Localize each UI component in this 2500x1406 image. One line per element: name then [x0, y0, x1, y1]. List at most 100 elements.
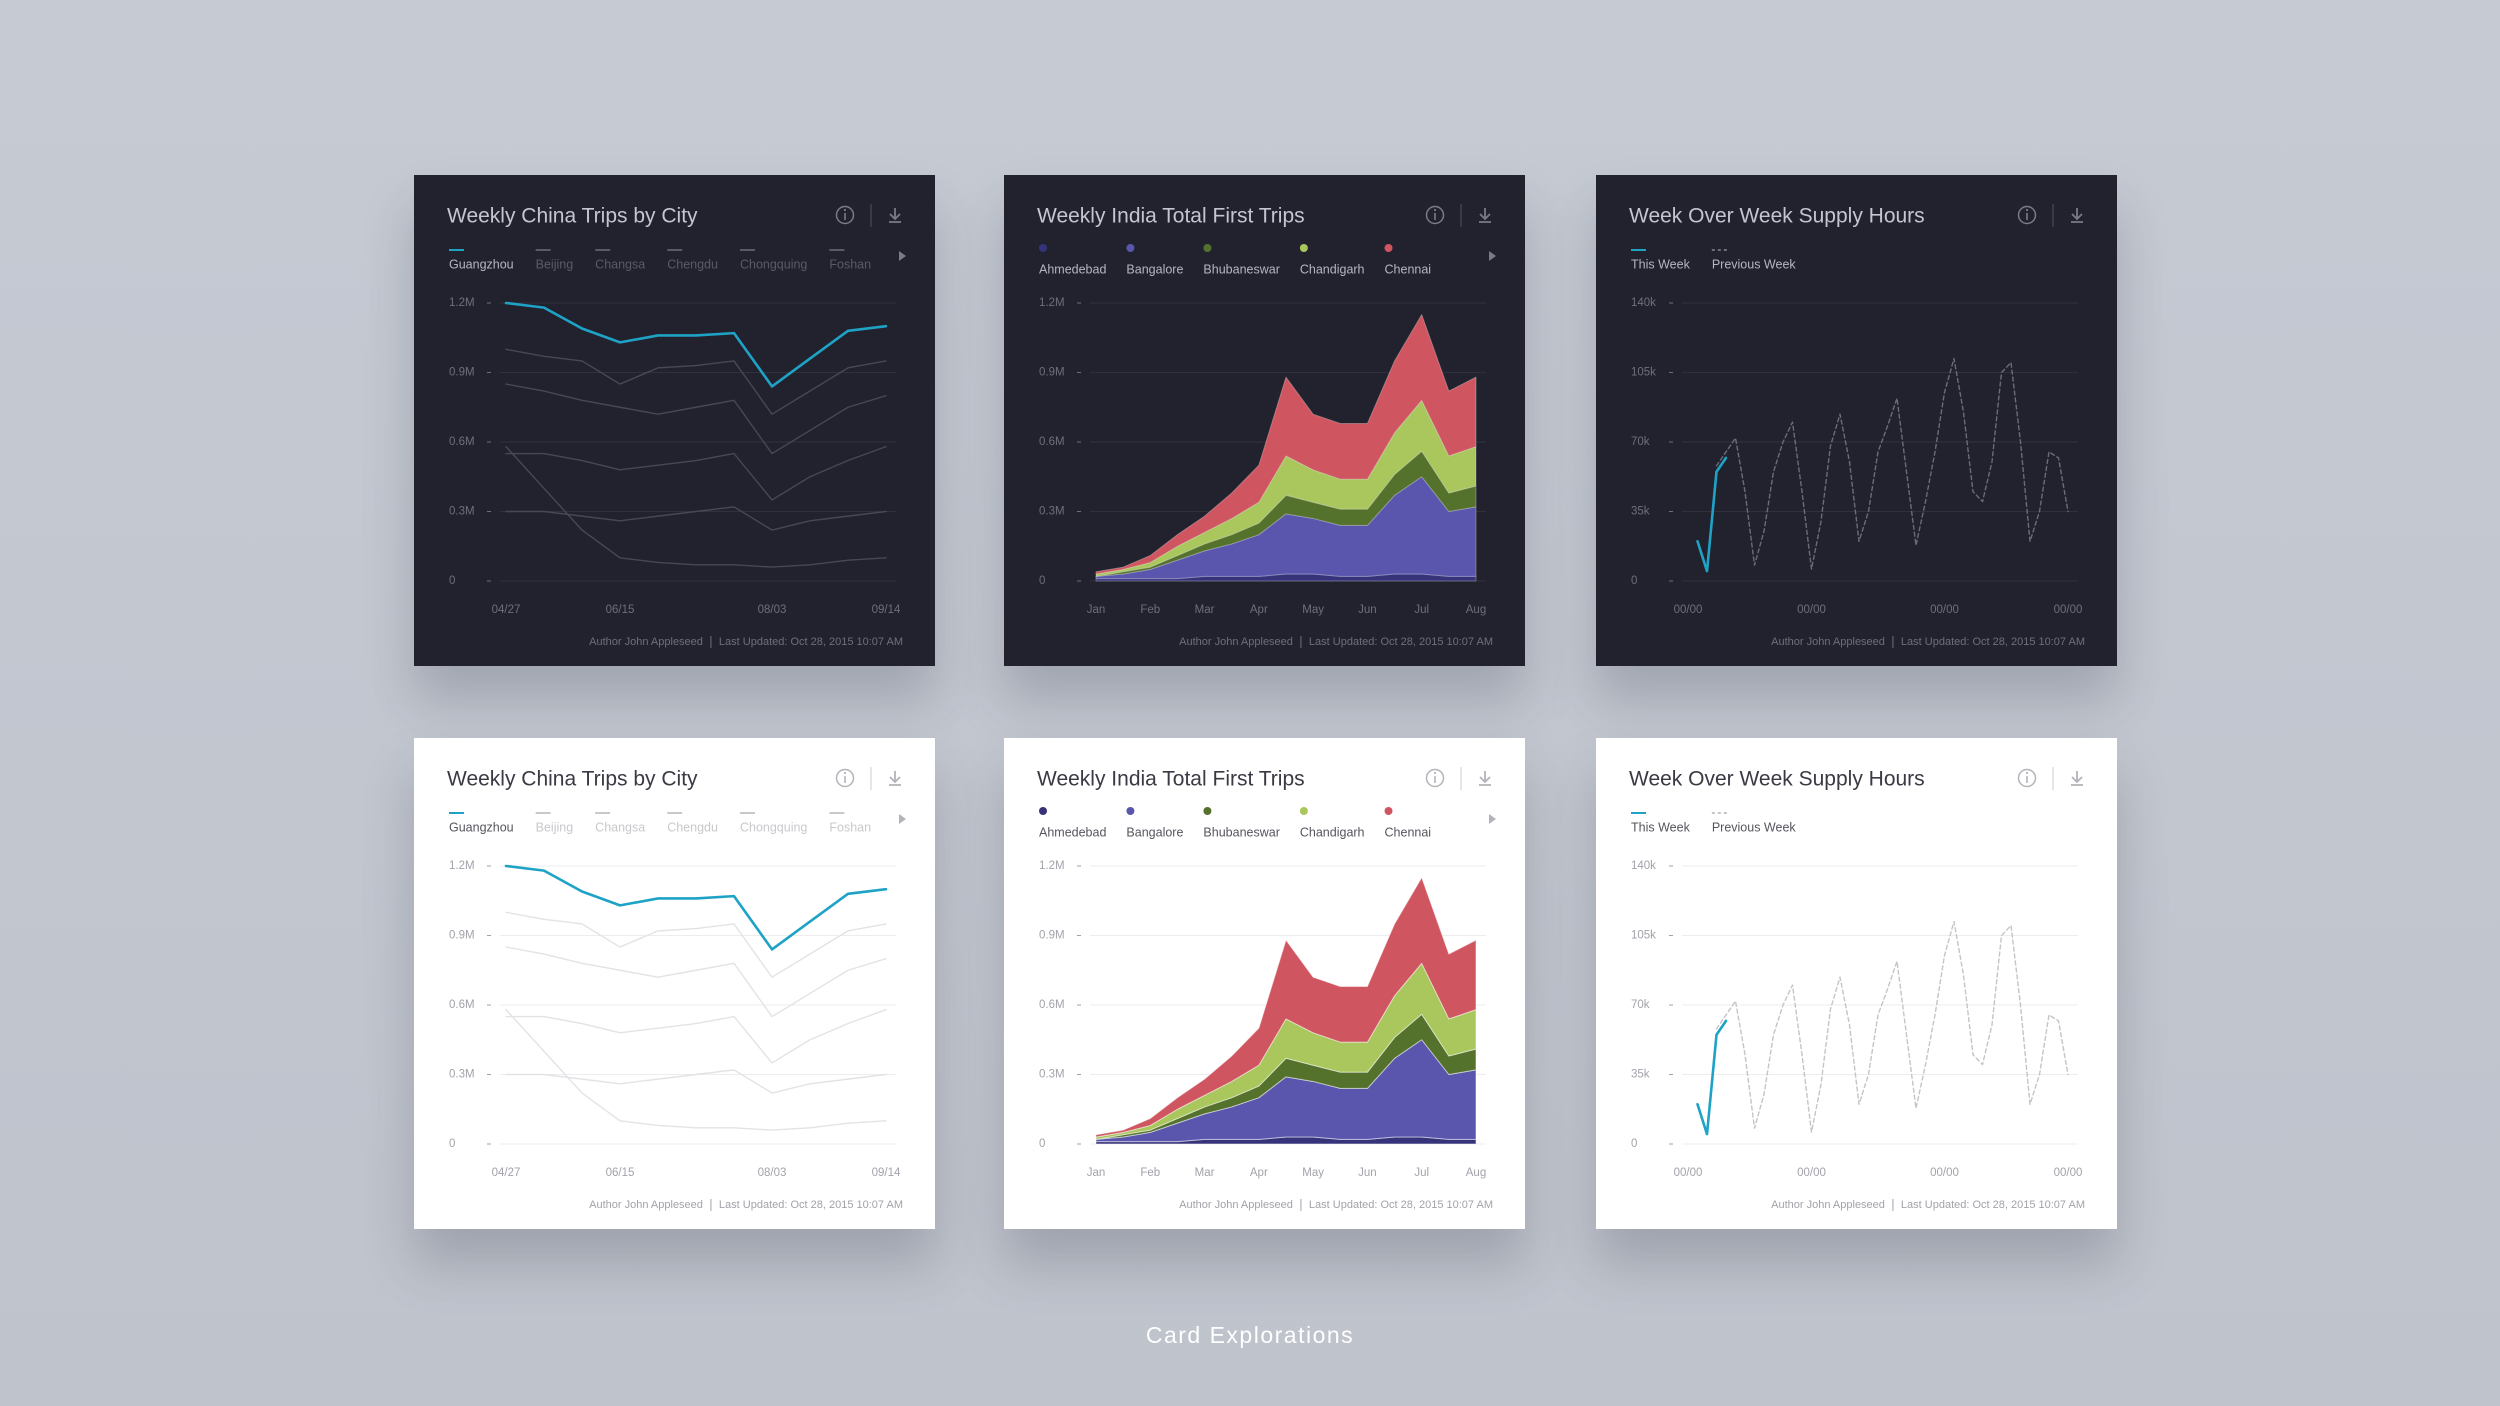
legend-next-arrow[interactable]	[899, 814, 906, 824]
download-icon[interactable]	[889, 208, 901, 223]
legend-label: Foshan	[829, 820, 871, 834]
area-segment	[1095, 450, 1477, 577]
x-tick-label: 06/15	[606, 604, 635, 616]
x-tick-label: May	[1302, 1167, 1324, 1179]
info-icon[interactable]	[835, 205, 855, 225]
legend-next-arrow[interactable]	[1489, 251, 1496, 261]
footer-updated: Last Updated: Oct 28, 2015 10:07 AM	[719, 636, 903, 648]
legend-next-arrow[interactable]	[899, 251, 906, 261]
y-tick-label: 0.9M	[449, 367, 475, 379]
x-tick-label: Aug	[1466, 1167, 1486, 1179]
series-line	[505, 383, 887, 455]
info-icon[interactable]	[2017, 768, 2037, 788]
chart-title: Weekly India Total First Trips	[1037, 768, 1305, 791]
legend-swatch	[1384, 244, 1393, 252]
y-tick-label: 0	[449, 1138, 455, 1150]
series-line	[505, 911, 887, 978]
chart-title: Week Over Week Supply Hours	[1629, 768, 1925, 791]
download-icon[interactable]	[889, 771, 901, 786]
x-tick-label: Apr	[1250, 1167, 1268, 1179]
download-icon[interactable]	[2071, 208, 2083, 223]
info-icon-dot	[1433, 208, 1437, 212]
y-tick-label: 1.2M	[1039, 860, 1065, 872]
chart-card: Weekly India Total First Trips 0 0.3M 0.6M 0…	[1004, 175, 1525, 666]
series-line	[504, 864, 888, 951]
chart-card: Week Over Week Supply Hours 0 35k 70k 105k 14…	[1596, 738, 2117, 1229]
footer-author: Author John Appleseed	[1179, 1199, 1293, 1211]
series-line	[1715, 357, 2069, 570]
series-line	[505, 946, 887, 1018]
legend-label: Chandigarh	[1300, 262, 1365, 276]
legend-label: Chengdu	[667, 820, 718, 834]
x-tick-label: Jun	[1358, 1167, 1377, 1179]
download-icon[interactable]	[1479, 208, 1491, 223]
legend-label: Previous Week	[1712, 257, 1797, 271]
download-icon[interactable]	[1479, 771, 1491, 786]
y-tick-label: 70k	[1631, 999, 1650, 1011]
legend-label: Ahmedebad	[1039, 825, 1106, 839]
legend-label: Beijing	[536, 820, 574, 834]
y-tick-label: 0.9M	[1039, 930, 1065, 942]
series-line	[505, 445, 887, 501]
x-tick-label: 00/00	[1797, 604, 1826, 616]
y-tick-label: 0	[1631, 1138, 1637, 1150]
x-tick-label: 08/03	[758, 604, 787, 616]
legend-swatch	[1384, 807, 1393, 815]
x-tick-label: 00/00	[2054, 1167, 2083, 1179]
legend-label: Beijing	[536, 257, 574, 271]
chart-card: Weekly China Trips by City 0 0.3M 0.6M 0.9M 1…	[414, 738, 935, 1229]
legend-swatch	[1203, 244, 1212, 252]
x-tick-label: 04/27	[492, 1167, 521, 1179]
x-tick-label: 06/15	[606, 1167, 635, 1179]
series-line	[505, 506, 887, 531]
series-line	[505, 1008, 887, 1064]
series-line	[1696, 456, 1728, 573]
footer-author: Author John Appleseed	[1179, 636, 1293, 648]
x-tick-label: Jul	[1414, 1167, 1429, 1179]
legend-label: This Week	[1631, 820, 1691, 834]
info-icon[interactable]	[835, 768, 855, 788]
legend-label: Guangzhou	[449, 820, 514, 834]
y-tick-label: 0	[1039, 1138, 1045, 1150]
y-tick-label: 0	[1631, 575, 1637, 587]
info-icon[interactable]	[1425, 205, 1445, 225]
y-tick-label: 0.6M	[1039, 999, 1065, 1011]
x-tick-label: Aug	[1466, 604, 1486, 616]
y-tick-label: 0.3M	[1039, 506, 1065, 518]
area-segment	[1095, 314, 1477, 575]
y-tick-label: 35k	[1631, 1069, 1650, 1081]
x-tick-label: Mar	[1195, 604, 1215, 616]
x-tick-label: Feb	[1140, 1167, 1160, 1179]
chart-card: Weekly India Total First Trips 0 0.3M 0.6M 0…	[1004, 738, 1525, 1229]
y-tick-label: 1.2M	[449, 860, 475, 872]
info-icon[interactable]	[1425, 768, 1445, 788]
footer-author: Author John Appleseed	[1771, 1199, 1885, 1211]
info-icon-dot	[843, 208, 847, 212]
chart: Weekly China Trips by City 0 0.3M 0.6M 0.9M 1…	[447, 767, 906, 1211]
x-tick-label: 09/14	[872, 604, 901, 616]
y-tick-label: 0	[449, 575, 455, 587]
chart-title: Week Over Week Supply Hours	[1629, 205, 1925, 228]
legend-label: Foshan	[829, 257, 871, 271]
info-icon-dot	[843, 771, 847, 775]
footer-updated: Last Updated: Oct 28, 2015 10:07 AM	[1309, 1199, 1493, 1211]
legend-label: Bangalore	[1126, 262, 1183, 276]
area-segment	[1095, 877, 1477, 1138]
y-tick-label: 0.3M	[1039, 1069, 1065, 1081]
x-tick-label: Apr	[1250, 604, 1268, 616]
legend-swatch	[1299, 244, 1308, 252]
chart: Week Over Week Supply Hours 0 35k 70k 105k 14…	[1629, 767, 2085, 1211]
series-line	[505, 445, 887, 568]
download-icon[interactable]	[2071, 771, 2083, 786]
y-tick-label: 0.6M	[449, 436, 475, 448]
legend-swatch	[1039, 244, 1047, 252]
y-tick-label: 0.3M	[449, 1069, 475, 1081]
footer-updated: Last Updated: Oct 28, 2015 10:07 AM	[1901, 636, 2085, 648]
info-icon[interactable]	[2017, 205, 2037, 225]
footer-updated: Last Updated: Oct 28, 2015 10:07 AM	[1309, 636, 1493, 648]
y-tick-label: 1.2M	[1039, 297, 1065, 309]
footer-updated: Last Updated: Oct 28, 2015 10:07 AM	[1901, 1199, 2085, 1211]
legend-next-arrow[interactable]	[1489, 814, 1496, 824]
legend-label: Chongquing	[740, 257, 807, 271]
x-tick-label: Jan	[1087, 1167, 1106, 1179]
